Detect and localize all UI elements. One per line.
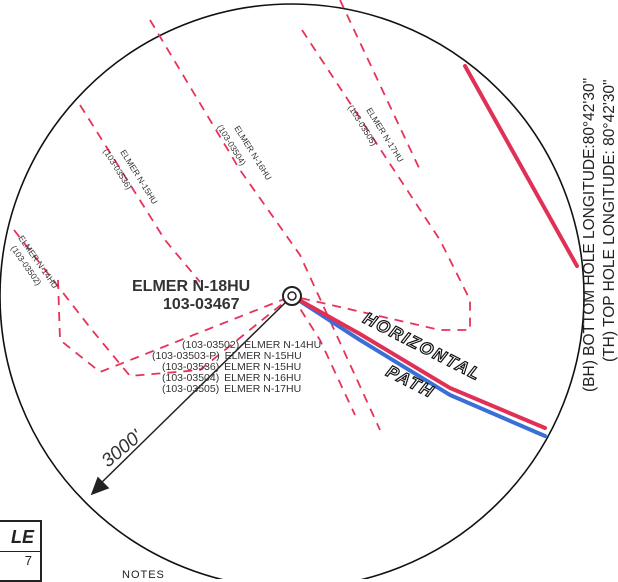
- horizontal-path: [290, 294, 547, 438]
- lease-label-17hu: ELMER N-17HU (103-03505): [346, 103, 406, 164]
- well-symbol: [282, 286, 302, 306]
- offset-well-row-1: (103-03502) ELMER N-14HU: [182, 339, 321, 351]
- lease-line-lower: [291, 295, 356, 416]
- offset-well-row-4: (103-03504) ELMER N-16HU: [162, 372, 301, 384]
- radius-circle: [0, 3, 585, 579]
- lease-line-west: [57, 279, 293, 374]
- legend-sheet-number: 7: [24, 553, 32, 568]
- lease-line-16hu: [149, 19, 381, 431]
- lease-label-16hu: ELMER N-16HU (103-03504): [215, 123, 274, 182]
- lateral-segment-ne: [463, 64, 579, 268]
- offset-well-row-2: (103-03503-P) ELMER N-15HU: [152, 350, 302, 362]
- offset-well-id: (103-03536): [162, 361, 219, 373]
- well-id: 103-03467: [163, 296, 240, 313]
- lease-line-14hu: [13, 229, 293, 377]
- offset-well-list: (103-03502) ELMER N-14HU (103-03503-P) E…: [152, 339, 321, 395]
- radius-arrow: [90, 301, 287, 496]
- offset-well-id: (103-03502): [182, 339, 239, 351]
- legend-title: LE: [0, 522, 40, 552]
- offset-well-name: ELMER N-15HU: [224, 361, 301, 373]
- offset-well-name: ELMER N-17HU: [224, 383, 301, 395]
- lease-line-17hu: [291, 29, 471, 331]
- well-name: ELMER N-18HU: [132, 278, 250, 295]
- path-red: [290, 294, 547, 430]
- top-hole-longitude: (TH) TOP HOLE LONGITUDE: 80°42'30": [601, 79, 618, 362]
- notes-label: NOTES: [122, 569, 165, 581]
- offset-well-name: ELMER N-15HU: [225, 350, 302, 362]
- offset-well-name: ELMER N-14HU: [244, 339, 321, 351]
- legend-box: LE 7: [0, 520, 42, 582]
- offset-well-id: (103-03503-P): [152, 350, 220, 362]
- offset-well-id: (103-03504): [162, 372, 219, 384]
- lease-label-14hu: ELMER N-14HU (103-03502): [9, 233, 60, 290]
- lease-line-north: [339, 0, 421, 171]
- lease-line-15hu: [79, 104, 201, 283]
- lease-label-15hu: ELMER N-15HU (103-03536): [101, 147, 160, 206]
- offset-well-row-3: (103-03536) ELMER N-15HU: [162, 361, 301, 373]
- offset-well-id: (103-03505): [162, 383, 219, 395]
- radius-label: 3000': [98, 425, 148, 471]
- path-label-line2: PATH: [383, 362, 438, 402]
- bottom-hole-longitude: (BH) BOTTOM HOLE LONGITUDE:80°42'30": [581, 78, 598, 392]
- path-blue: [290, 294, 547, 438]
- offset-well-row-5: (103-03505) ELMER N-17HU: [162, 383, 301, 395]
- offset-lease-lines: [13, 0, 471, 431]
- offset-well-name: ELMER N-16HU: [224, 372, 301, 384]
